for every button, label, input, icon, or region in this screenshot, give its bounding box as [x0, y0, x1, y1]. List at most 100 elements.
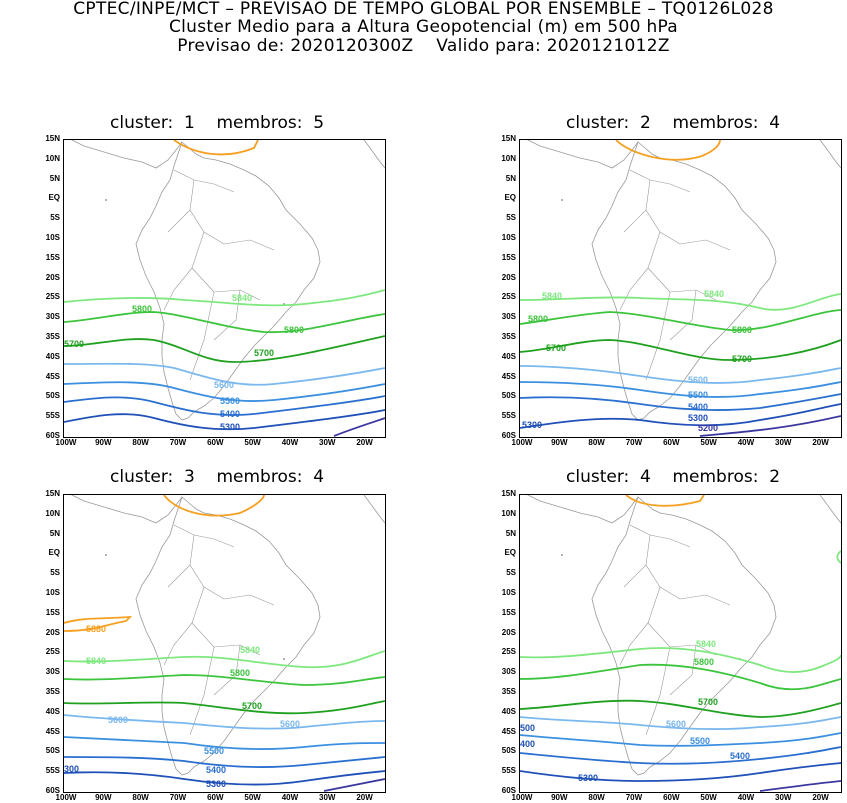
lat-tick-label: 60S [45, 431, 60, 440]
africa-outline [819, 140, 841, 169]
contour-label: 5400 [220, 409, 240, 419]
lon-tick-label: 20W [812, 438, 829, 447]
africa-outline [363, 495, 385, 524]
island [105, 554, 107, 556]
lon-tick-label: 60W [207, 438, 224, 447]
lat-tick-label: 45S [501, 371, 516, 381]
contour-label: 5600 [280, 719, 300, 729]
contour-line [520, 732, 841, 747]
island [283, 658, 285, 660]
lon-tick-label: 40W [737, 793, 755, 802]
continent-outline [135, 496, 321, 776]
lat-tick-label: 30S [45, 667, 60, 677]
contour-label: 5700 [698, 697, 718, 707]
lat-tick-label: 10S [501, 233, 516, 242]
lon-tick-label: 30W [319, 438, 336, 447]
lat-tick-label: 55S [501, 411, 516, 421]
contour-label: 5400 [206, 765, 226, 775]
lon-tick-label: 100W [511, 793, 533, 802]
lon-tick-label: 70W [625, 438, 643, 447]
lat-tick-label: 45S [45, 726, 60, 736]
contour-label: 5500 [688, 390, 708, 400]
map-panel: 5840 5800 5800 5700 5700 5600 5500 5400 5300 [63, 139, 386, 438]
contour-label: 5400 [730, 751, 750, 761]
country-borders [619, 169, 731, 381]
central-america-outline [71, 495, 183, 524]
contour-label: 5600 [214, 380, 234, 390]
lat-tick-label: 5S [506, 213, 516, 223]
contour-line [615, 140, 721, 161]
contour-line [520, 381, 841, 398]
lat-tick-label: 25S [45, 292, 60, 302]
contour-line [64, 311, 385, 334]
lat-tick-label: 25S [45, 647, 60, 657]
island [561, 199, 563, 201]
contour-line [333, 417, 385, 437]
lon-tick-label: 90W [95, 793, 112, 802]
lat-tick-label: 50S [501, 746, 516, 756]
lat-tick-label: 10S [45, 588, 60, 597]
contour-label: 5840 [542, 291, 562, 301]
map-svg: 5880 5840 5840 5800 5700 5600 5600 5500 5400 5300… [64, 495, 385, 792]
contour-label: 5800 [284, 325, 304, 335]
lat-tick-label: EQ [504, 548, 516, 558]
lon-tick-label: 50W [244, 438, 261, 447]
map-panel: 5840 5800 5700 5600 5500 5400 5300 500 400 [519, 494, 842, 793]
lat-tick-label: 35S [45, 687, 60, 696]
lon-tick-label: 80W [132, 793, 149, 802]
lat-tick-label: 60S [45, 786, 60, 795]
lat-tick-label: 10N [501, 508, 516, 518]
contour-label: 5840 [232, 293, 252, 303]
contour-line [520, 309, 841, 331]
lon-tick-label: 40W [737, 438, 755, 447]
lat-tick-label: 25S [501, 292, 516, 302]
contour-label: 5600 [688, 375, 708, 385]
contour-line [64, 674, 385, 686]
contour-line [64, 289, 385, 307]
central-america-outline [527, 140, 639, 169]
map-svg: 5840 5800 5800 5700 5700 5600 5500 5400 5300 [64, 140, 385, 437]
contour-label: 5800 [230, 668, 250, 678]
lat-tick-label: 10S [501, 588, 516, 597]
contour-label: 5500 [220, 396, 240, 406]
lat-tick-label: 20S [501, 627, 516, 637]
lat-tick-label: 15S [45, 252, 60, 262]
contour-label: 5800 [732, 325, 752, 335]
header-line-2: Cluster Medio para a Altura Geopotencial… [168, 17, 679, 37]
lon-tick-label: 90W [95, 438, 112, 447]
lat-tick-label: 45S [45, 371, 60, 381]
lon-tick-label: 70W [625, 793, 643, 802]
contour-line [520, 365, 841, 384]
contour-line [836, 550, 841, 564]
continent-outline [591, 141, 777, 421]
contour-line [64, 714, 385, 730]
contour-line [64, 770, 385, 786]
lat-tick-label: 5N [49, 528, 60, 538]
contour-line [520, 393, 841, 411]
contour-label: 500 [520, 723, 535, 733]
lat-tick-label: 55S [501, 766, 516, 776]
lat-tick-label: 60S [501, 786, 516, 795]
lat-tick-label: 40S [501, 706, 516, 716]
central-america-outline [527, 495, 639, 524]
lat-tick-label: 35S [45, 332, 60, 341]
contour-label: 5840 [696, 639, 716, 649]
header-line-1: CPTEC/INPE/MCT – PREVISAO DE TEMPO GLOBA… [73, 0, 774, 19]
island [561, 554, 563, 556]
lat-tick-label: 50S [501, 391, 516, 401]
lat-tick-label: EQ [48, 548, 60, 558]
contour-line [520, 339, 841, 361]
africa-outline [819, 495, 841, 524]
contour-line [625, 495, 705, 507]
lat-tick-label: 30S [501, 312, 516, 322]
island [105, 199, 107, 201]
contour-label: 5300 [206, 779, 226, 789]
lat-tick-label: 55S [45, 411, 60, 421]
lat-tick-label: 35S [501, 687, 516, 696]
contour-label: 5700 [732, 354, 752, 364]
contour-label: 5800 [528, 314, 548, 324]
lat-tick-label: 50S [45, 746, 60, 756]
contour-line [64, 756, 385, 768]
lon-tick-label: 100W [55, 438, 77, 447]
contour-label: 5700 [242, 701, 262, 711]
